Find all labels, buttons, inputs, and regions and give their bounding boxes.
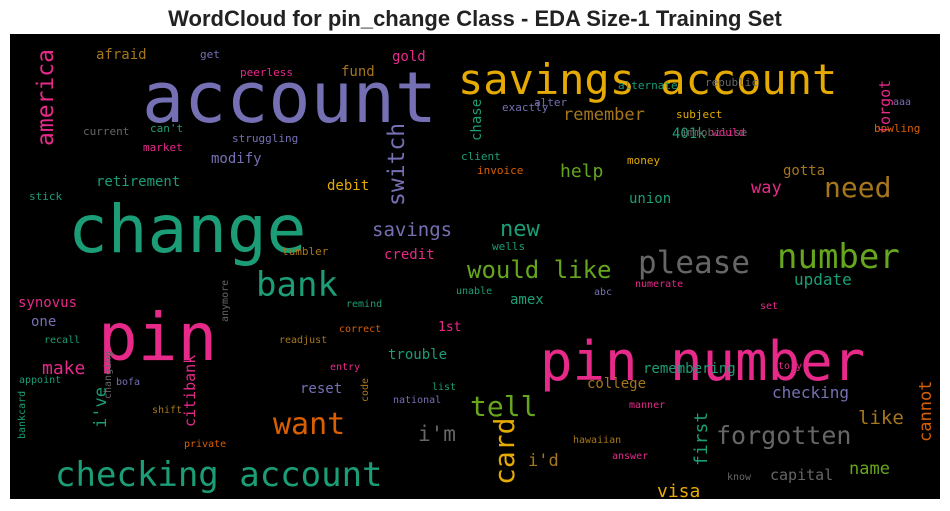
word-changing: changing	[103, 351, 114, 399]
word-fund: fund	[341, 64, 375, 80]
word-like: like	[858, 407, 904, 429]
word-republic: republic	[705, 76, 758, 89]
word-national: national	[393, 395, 441, 406]
word-exactly: exactly	[502, 101, 549, 114]
word-correct: correct	[339, 324, 381, 335]
word-modify: modify	[211, 151, 262, 167]
word-one: one	[31, 314, 56, 330]
word-story: story	[772, 361, 802, 372]
word-subject: subject	[676, 108, 722, 121]
word-list: list	[432, 382, 456, 393]
word-card: card	[488, 418, 521, 485]
word-amex: amex	[510, 292, 544, 308]
word-switch: switch	[384, 123, 410, 206]
word-bofa: bofa	[116, 377, 140, 388]
word-hawaiian: hawaiian	[573, 435, 621, 446]
chart-title: WordCloud for pin_change Class - EDA Siz…	[0, 6, 950, 32]
word-answer: answer	[612, 451, 648, 462]
word-code: code	[360, 378, 371, 402]
word-numerate: numerate	[635, 279, 683, 290]
word-peerless: peerless	[240, 66, 293, 79]
word-client: client	[461, 150, 501, 163]
word-america: america	[33, 49, 59, 146]
word-aaa: aaa	[893, 97, 911, 108]
word-abc: abc	[594, 287, 612, 298]
word-i-d: i'd	[528, 451, 559, 471]
word-gotta: gotta	[783, 163, 825, 179]
word-change: change	[68, 191, 306, 268]
word-citibank: citibank	[181, 355, 199, 427]
word-pin: pin	[98, 299, 217, 376]
word-invoice: invoice	[477, 164, 523, 177]
word-readjust: readjust	[279, 335, 327, 346]
word-money: money	[627, 154, 660, 167]
word-forgotten: forgotten	[716, 421, 851, 450]
word-checking: checking	[772, 383, 849, 402]
word-unable: unable	[456, 286, 492, 297]
word-please: please	[638, 245, 750, 281]
word-entry: entry	[330, 362, 360, 373]
word-way: way	[751, 178, 782, 198]
word-gold: gold	[392, 49, 426, 65]
word-update: update	[794, 270, 852, 289]
word-union: union	[629, 191, 671, 207]
word-first: first	[691, 412, 712, 466]
word-stick: stick	[29, 190, 62, 203]
word-want: want	[273, 407, 345, 442]
word-wells: wells	[492, 240, 525, 253]
word-remembering: remembering	[643, 361, 736, 377]
word-checking-account: checking account	[55, 455, 383, 495]
word-capital: capital	[770, 466, 833, 484]
word-bowling: bowling	[874, 122, 920, 135]
word-credit: credit	[384, 247, 435, 263]
word-can-t: can't	[150, 122, 183, 135]
word-name: name	[849, 459, 890, 479]
word-need: need	[824, 171, 891, 204]
word-set: set	[760, 301, 778, 312]
word-retirement: retirement	[96, 174, 180, 190]
word-appoint: appoint	[19, 375, 61, 386]
word-bankcard: bankcard	[17, 391, 28, 439]
word-reset: reset	[300, 381, 342, 397]
word-remember: remember	[563, 105, 645, 125]
word-market: market	[143, 141, 183, 154]
word-remind: remind	[346, 299, 382, 310]
word-manner: manner	[629, 400, 665, 411]
word-college: college	[587, 376, 646, 392]
word-afraid: afraid	[96, 47, 147, 63]
word-tumbler: tumbler	[282, 245, 329, 258]
word-recall: recall	[44, 335, 80, 346]
word-savings: savings	[372, 219, 452, 241]
word-struggling: struggling	[232, 132, 298, 145]
word-current: current	[83, 125, 129, 138]
word-would-like: would like	[467, 256, 612, 284]
word-alternate: alternate	[618, 79, 678, 92]
word-trouble: trouble	[388, 347, 447, 363]
word-new: new	[500, 217, 540, 242]
word-anymore: anymore	[220, 280, 231, 322]
word-get: get	[200, 48, 220, 61]
word-private: private	[184, 439, 226, 450]
word-bank: bank	[256, 265, 338, 305]
word-help: help	[560, 161, 603, 182]
word-would: would	[712, 126, 745, 139]
word-visa: visa	[657, 481, 700, 499]
word-shift: shift	[152, 405, 182, 416]
word-know: know	[727, 472, 752, 483]
word-cannot: cannot	[916, 381, 936, 442]
word-chase: chase	[469, 99, 485, 141]
word-i-m: i'm	[418, 422, 456, 446]
word-synovus: synovus	[18, 295, 77, 311]
word-debit: debit	[327, 178, 369, 194]
word-1st: 1st	[438, 320, 461, 335]
wordcloud: account change pin pin number savings accoun…	[10, 34, 940, 499]
